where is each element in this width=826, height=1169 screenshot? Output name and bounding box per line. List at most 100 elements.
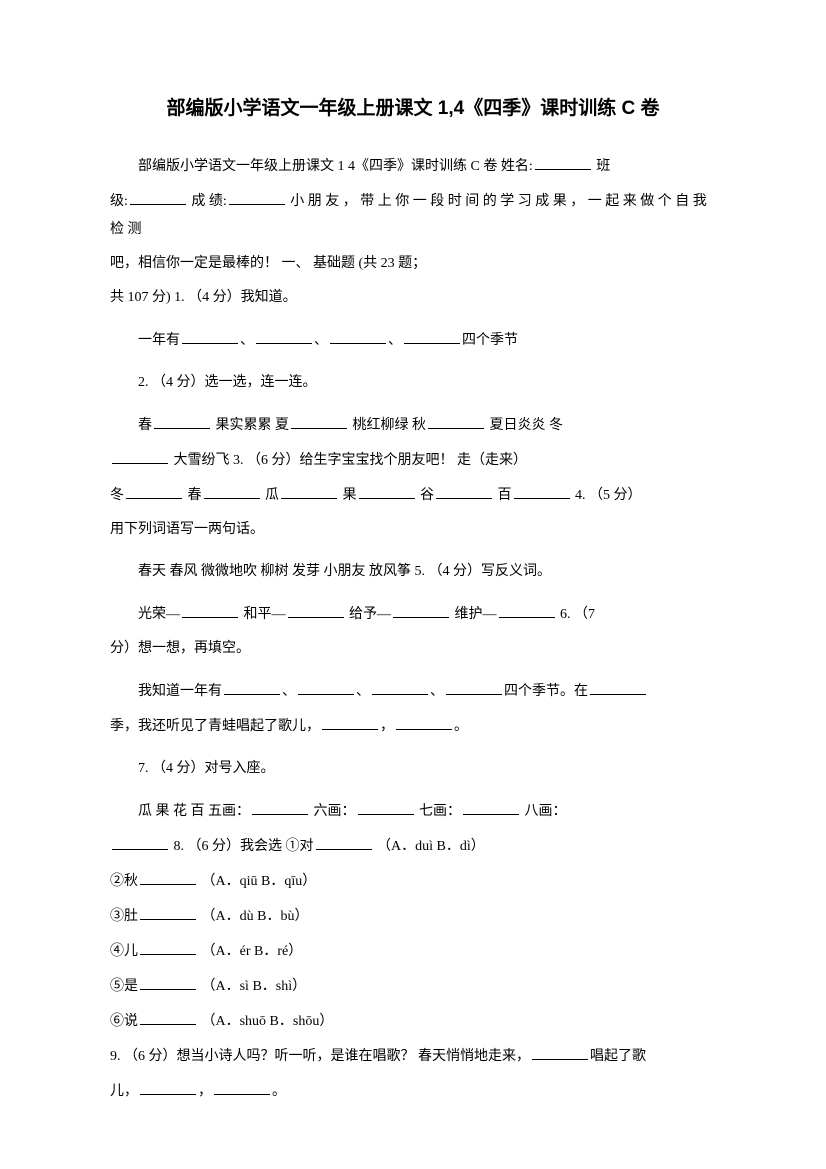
intro-ban: 班 <box>593 159 611 174</box>
intro-line4: 共 107 分) 1. （4 分）我知道。 <box>110 284 716 312</box>
q3-gu: 谷 <box>417 488 435 503</box>
blank[interactable] <box>140 1007 196 1025</box>
intro-ji: 级: <box>110 194 128 209</box>
q8-i4-opt: （A．ér B．ré） <box>198 944 302 959</box>
blank[interactable] <box>288 600 344 618</box>
q6-prefix: 我知道一年有 <box>138 684 222 699</box>
period: 。 <box>272 1084 286 1099</box>
q5-wh: 维护— <box>451 607 497 622</box>
blank-name[interactable] <box>535 152 591 170</box>
blank[interactable] <box>126 481 182 499</box>
sep: 、 <box>314 333 328 348</box>
q8-i6-opt: （A．shuō B．shōu） <box>198 1014 333 1029</box>
blank[interactable] <box>252 797 308 815</box>
blank[interactable] <box>404 326 460 344</box>
intro-block: 部编版小学语文一年级上册课文 1 4《四季》课时训练 C 卷 姓名: 班 <box>110 152 716 181</box>
q3-dong: 冬 <box>110 488 124 503</box>
blank[interactable] <box>514 481 570 499</box>
sep: 、 <box>388 333 402 348</box>
blank[interactable] <box>532 1042 588 1060</box>
intro-line3: 吧，相信你一定是最棒的！ 一、 基础题 (共 23 题； <box>110 250 716 278</box>
q8-item4: ④儿 （A．ér B．ré） <box>110 937 716 966</box>
blank[interactable] <box>214 1077 270 1095</box>
blank[interactable] <box>291 411 347 429</box>
sep: 、 <box>430 684 444 699</box>
q6-header: 分）想一想，再填空。 <box>110 635 716 663</box>
q4-line: 用下列词语写一两句话。 <box>110 516 716 544</box>
blank[interactable] <box>140 1077 196 1095</box>
q8-header: 8. （6 分）我会选 ①对 <box>170 839 314 854</box>
blank[interactable] <box>393 600 449 618</box>
blank[interactable] <box>298 677 354 695</box>
blank[interactable] <box>112 832 168 850</box>
blank-class[interactable] <box>130 187 186 205</box>
blank[interactable] <box>446 677 502 695</box>
blank[interactable] <box>182 600 238 618</box>
q8-i3-opt: （A．dù B．bù） <box>198 909 308 924</box>
q8-i3-prefix: ③肚 <box>110 909 138 924</box>
q7-header: 7. （4 分）对号入座。 <box>110 755 716 783</box>
q5-gy: 给予— <box>346 607 392 622</box>
q4-words: 春天 春风 微微地吹 柳树 发芽 小朋友 放风筝 5. （4 分）写反义词。 <box>110 558 716 586</box>
q3-line: 冬 春 瓜 果 谷 百 4. （5 分） <box>110 481 716 510</box>
intro-cj: 成 绩: <box>188 194 227 209</box>
blank[interactable] <box>154 411 210 429</box>
q8-item2: ②秋 （A．qiū B．qīu） <box>110 867 716 896</box>
q8-i5-opt: （A．sì B．shì） <box>198 979 306 994</box>
blank[interactable] <box>463 797 519 815</box>
q8-item5: ⑤是 （A．sì B．shì） <box>110 972 716 1001</box>
q6-l2-prefix: 季，我还听见了青蛙唱起了歌儿， <box>110 719 320 734</box>
blank[interactable] <box>140 937 196 955</box>
period: 。 <box>454 719 468 734</box>
blank[interactable] <box>204 481 260 499</box>
blank[interactable] <box>140 902 196 920</box>
blank[interactable] <box>358 797 414 815</box>
intro-text: 部编版小学语文一年级上册课文 1 4《四季》课时训练 C 卷 姓名: <box>138 159 533 174</box>
blank[interactable] <box>112 446 168 464</box>
q8-item3: ③肚 （A．dù B．bù） <box>110 902 716 931</box>
q6-line1: 我知道一年有 、 、 、 四个季节。在 <box>110 677 716 706</box>
q9-l2-prefix: 儿， <box>110 1084 138 1099</box>
q1-line: 一年有、、、四个季节 <box>110 326 716 355</box>
q7-prefix: 瓜 果 花 百 五画： <box>138 804 250 819</box>
q3-gua: 瓜 <box>262 488 280 503</box>
q1-prefix: 一年有 <box>138 333 180 348</box>
blank[interactable] <box>316 832 372 850</box>
blank[interactable] <box>436 481 492 499</box>
q7-line1: 瓜 果 花 百 五画： 六画： 七画： 八画： <box>110 797 716 826</box>
blank[interactable] <box>428 411 484 429</box>
q8-opt1: （A．duì B．dì） <box>374 839 485 854</box>
page-title: 部编版小学语文一年级上册课文 1,4《四季》课时训练 C 卷 <box>110 90 716 128</box>
blank[interactable] <box>330 326 386 344</box>
blank[interactable] <box>322 712 378 730</box>
q8-i2-opt: （A．qiū B．qīu） <box>198 874 316 889</box>
blank[interactable] <box>499 600 555 618</box>
comma: ， <box>198 1084 212 1099</box>
blank[interactable] <box>182 326 238 344</box>
q6-suffix: 四个季节。在 <box>504 684 588 699</box>
q3-suffix: 4. （5 分） <box>572 488 642 503</box>
blank[interactable] <box>372 677 428 695</box>
blank[interactable] <box>359 481 415 499</box>
blank[interactable] <box>590 677 646 695</box>
blank[interactable] <box>396 712 452 730</box>
q3-chun: 春 <box>184 488 202 503</box>
sep: 、 <box>240 333 254 348</box>
q5-suffix: 6. （7 <box>557 607 596 622</box>
blank[interactable] <box>140 972 196 990</box>
q7-eight: 八画： <box>521 804 567 819</box>
blank[interactable] <box>256 326 312 344</box>
q7-line2: 8. （6 分）我会选 ①对 （A．duì B．dì） <box>110 832 716 861</box>
blank[interactable] <box>224 677 280 695</box>
comma: ， <box>380 719 394 734</box>
q8-i2-prefix: ②秋 <box>110 874 138 889</box>
q6-line2: 季，我还听见了青蛙唱起了歌儿， ， 。 <box>110 712 716 741</box>
blank-score[interactable] <box>229 187 285 205</box>
sep: 、 <box>356 684 370 699</box>
q2-line2: 大雪纷飞 3. （6 分）给生字宝宝找个朋友吧！ 走（走来） <box>110 446 716 475</box>
q2-fruit: 果实累累 夏 <box>212 418 289 433</box>
q2-snow: 大雪纷飞 3. （6 分）给生字宝宝找个朋友吧！ 走（走来） <box>170 453 527 468</box>
sep: 、 <box>282 684 296 699</box>
blank[interactable] <box>140 867 196 885</box>
blank[interactable] <box>281 481 337 499</box>
